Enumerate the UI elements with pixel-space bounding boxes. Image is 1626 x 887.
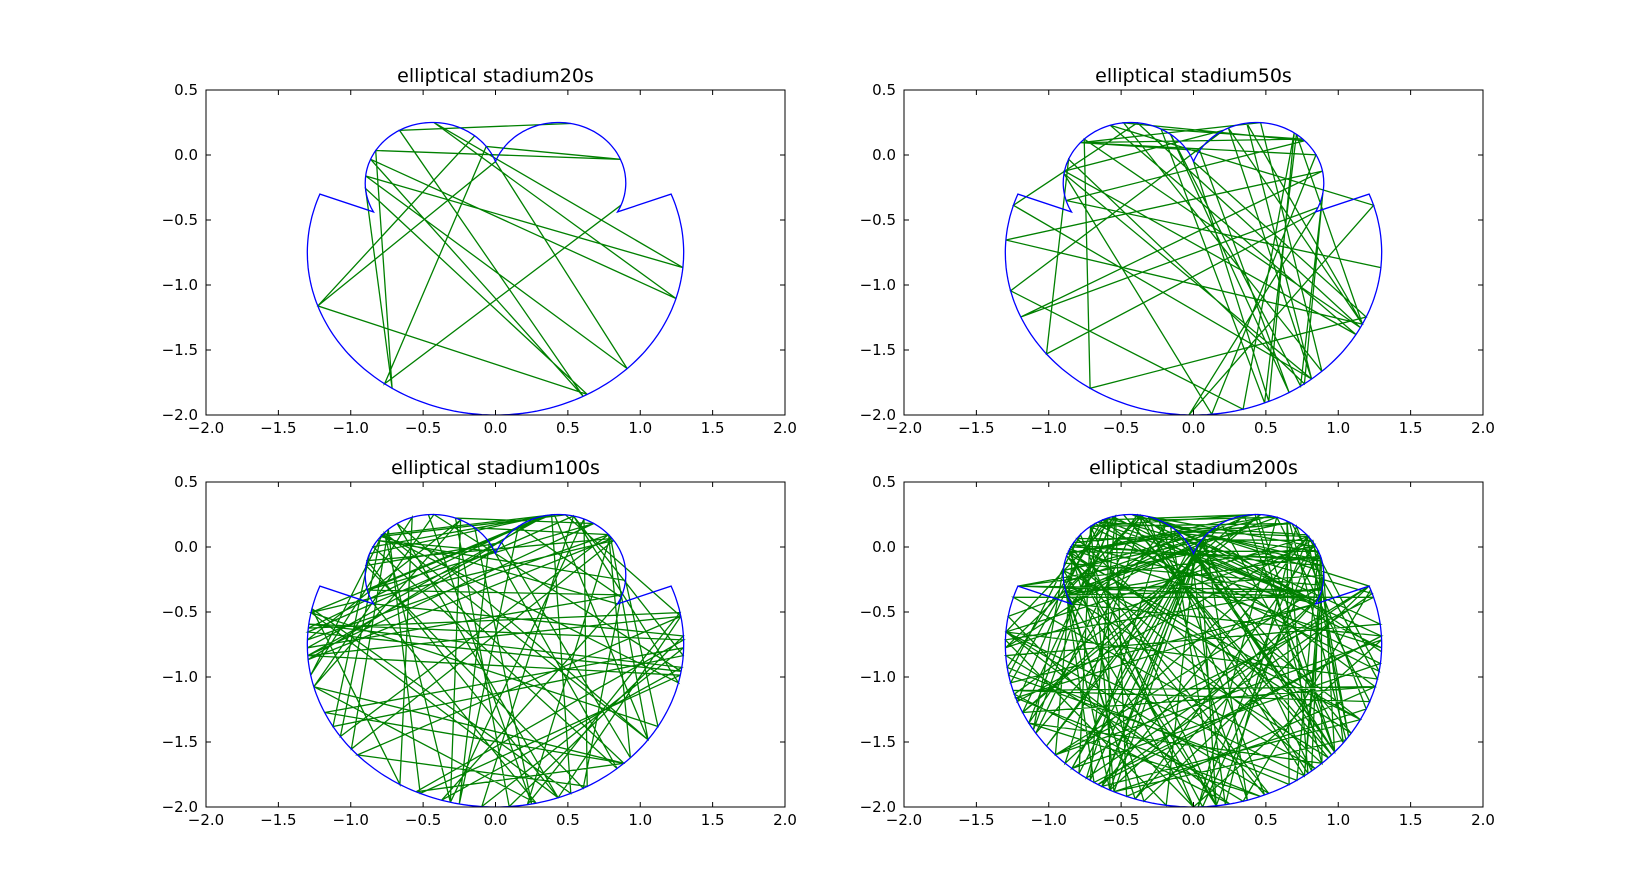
- subplot-title: elliptical stadium20s: [397, 65, 594, 87]
- y-tick-label: −1.5: [860, 341, 896, 359]
- x-tick-label: 2.0: [773, 811, 797, 829]
- x-tick-label: −2.0: [188, 811, 224, 829]
- subplot-title: elliptical stadium50s: [1095, 65, 1292, 87]
- y-tick-label: −0.5: [162, 603, 198, 621]
- x-tick-label: 0.5: [1254, 811, 1278, 829]
- y-tick-label: −2.0: [162, 798, 198, 816]
- x-tick-label: −2.0: [886, 811, 922, 829]
- y-tick-label: −2.0: [860, 798, 896, 816]
- y-tick-label: −1.0: [162, 276, 198, 294]
- y-tick-label: −0.5: [860, 211, 896, 229]
- x-tick-label: 1.0: [1326, 811, 1350, 829]
- x-tick-label: −1.0: [1031, 419, 1067, 437]
- trajectory-series: [316, 121, 684, 397]
- x-tick-label: 2.0: [773, 419, 797, 437]
- x-tick-label: −1.5: [260, 811, 296, 829]
- x-tick-label: −1.0: [1031, 811, 1067, 829]
- x-tick-label: 1.0: [628, 811, 652, 829]
- x-tick-label: 1.5: [1399, 419, 1423, 437]
- x-tick-label: −0.5: [1103, 811, 1139, 829]
- plot-area: [1003, 513, 1384, 807]
- x-tick-label: −0.5: [405, 419, 441, 437]
- x-tick-label: −1.0: [333, 419, 369, 437]
- x-tick-label: 0.0: [484, 419, 508, 437]
- trajectory-series: [1005, 121, 1382, 415]
- x-tick-label: −1.5: [958, 811, 994, 829]
- y-tick-label: −2.0: [162, 406, 198, 424]
- y-tick-label: −1.5: [860, 733, 896, 751]
- y-tick-label: −1.0: [860, 276, 896, 294]
- axes-frame: [205, 481, 786, 808]
- axes-frame: [205, 89, 786, 416]
- x-tick-label: 2.0: [1471, 419, 1495, 437]
- y-tick-label: 0.0: [174, 146, 198, 164]
- x-tick-label: −0.5: [405, 811, 441, 829]
- x-tick-label: −2.0: [188, 419, 224, 437]
- x-tick-label: −2.0: [886, 419, 922, 437]
- x-tick-label: 1.0: [628, 419, 652, 437]
- subplot-title: elliptical stadium200s: [1089, 457, 1298, 479]
- x-tick-label: 1.0: [1326, 419, 1350, 437]
- x-tick-label: −1.5: [958, 419, 994, 437]
- x-tick-label: −1.0: [333, 811, 369, 829]
- x-tick-label: −1.5: [260, 419, 296, 437]
- plot-area: [1004, 121, 1383, 415]
- y-tick-label: 0.0: [174, 538, 198, 556]
- trajectory-series: [305, 513, 686, 807]
- x-tick-label: 1.5: [1399, 811, 1423, 829]
- x-tick-label: 0.5: [1254, 419, 1278, 437]
- y-tick-label: −1.5: [162, 733, 198, 751]
- boundary-series: [306, 513, 685, 807]
- y-tick-label: 0.5: [174, 81, 198, 99]
- x-tick-label: 0.5: [556, 811, 580, 829]
- axes-frame: [903, 89, 1484, 416]
- y-tick-label: 0.5: [872, 473, 896, 491]
- x-tick-label: −0.5: [1103, 419, 1139, 437]
- plot-area: [305, 513, 686, 807]
- subplot-1: −2.0 −1.5 −1.0 −0.5 0.0 0.5 1.0 1.5 2.0 0.5 0.0 −0.…: [162, 65, 797, 437]
- y-tick-label: −1.5: [162, 341, 198, 359]
- y-tick-label: −1.0: [162, 668, 198, 686]
- y-tick-label: 0.5: [872, 81, 896, 99]
- boundary-series: [1004, 513, 1383, 807]
- y-tick-label: 0.5: [174, 473, 198, 491]
- plot-area: [306, 121, 685, 415]
- subplot-3: −2.0 −1.5 −1.0 −0.5 0.0 0.5 1.0 1.5 2.0 0.5 0.0 −0.…: [162, 457, 797, 829]
- trajectory-series: [1003, 513, 1384, 807]
- x-tick-label: 0.5: [556, 419, 580, 437]
- y-tick-label: −1.0: [860, 668, 896, 686]
- x-tick-label: 0.0: [1182, 419, 1206, 437]
- boundary-series: [1004, 121, 1383, 415]
- x-tick-label: 2.0: [1471, 811, 1495, 829]
- y-tick-label: 0.0: [872, 538, 896, 556]
- y-tick-label: −2.0: [860, 406, 896, 424]
- x-tick-label: 0.0: [1182, 811, 1206, 829]
- y-tick-label: −0.5: [162, 211, 198, 229]
- x-tick-label: 1.5: [701, 419, 725, 437]
- x-tick-label: 0.0: [484, 811, 508, 829]
- subplot-title: elliptical stadium100s: [391, 457, 600, 479]
- subplot-4: −2.0 −1.5 −1.0 −0.5 0.0 0.5 1.0 1.5 2.0 0.5 0.0 −0.…: [860, 457, 1495, 829]
- subplot-2: −2.0 −1.5 −1.0 −0.5 0.0 0.5 1.0 1.5 2.0 0.5 0.0 −0.…: [860, 65, 1495, 437]
- boundary-series: [306, 121, 685, 415]
- x-tick-label: 1.5: [701, 811, 725, 829]
- y-tick-label: −0.5: [860, 603, 896, 621]
- y-tick-label: 0.0: [872, 146, 896, 164]
